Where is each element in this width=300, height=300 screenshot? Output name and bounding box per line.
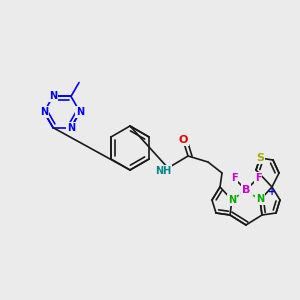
Text: F: F [231, 173, 237, 183]
Text: NH: NH [155, 166, 171, 176]
Text: F: F [255, 173, 261, 183]
Text: B: B [242, 185, 250, 195]
Text: +: + [268, 187, 276, 197]
Text: N: N [49, 92, 57, 101]
Text: N: N [256, 194, 264, 204]
Text: N: N [67, 123, 75, 133]
Text: S: S [256, 153, 264, 163]
Text: N: N [228, 195, 236, 205]
Text: N: N [76, 107, 84, 117]
Text: N: N [40, 107, 48, 117]
Text: O: O [178, 135, 188, 145]
